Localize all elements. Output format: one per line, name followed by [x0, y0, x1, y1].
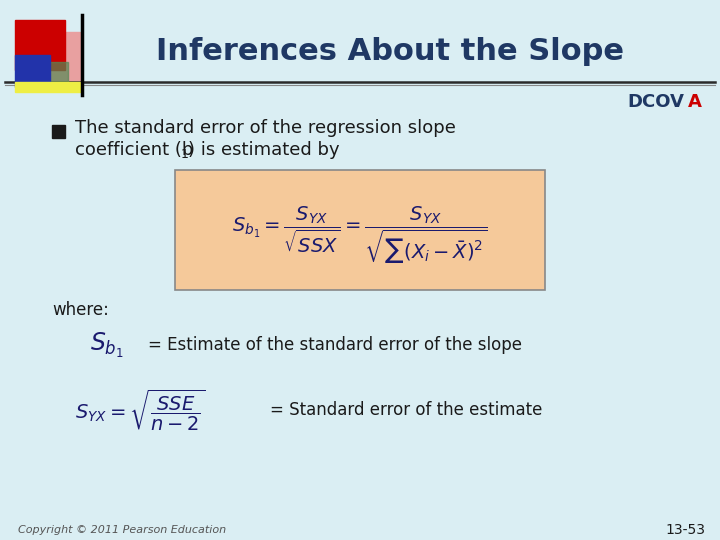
Bar: [38, 32, 80, 82]
Text: = Standard error of the estimate: = Standard error of the estimate: [270, 401, 542, 419]
Text: 13-53: 13-53: [665, 523, 705, 537]
Bar: [52, 125, 65, 138]
Text: Copyright © 2011 Pearson Education: Copyright © 2011 Pearson Education: [18, 525, 226, 535]
Text: DCOV: DCOV: [627, 93, 684, 111]
FancyBboxPatch shape: [175, 170, 545, 290]
Text: $S_{b_1}$: $S_{b_1}$: [90, 330, 124, 360]
Text: $S_{b_1} = \dfrac{S_{YX}}{\sqrt{SSX}} = \dfrac{S_{YX}}{\sqrt{\sum(X_i - \bar{X}): $S_{b_1} = \dfrac{S_{YX}}{\sqrt{SSX}} = …: [232, 204, 488, 266]
Text: $S_{YX} = \sqrt{\dfrac{SSE}{n-2}}$: $S_{YX} = \sqrt{\dfrac{SSE}{n-2}}$: [75, 387, 206, 433]
Bar: [15, 82, 80, 92]
Text: where:: where:: [52, 301, 109, 319]
Text: Inferences About the Slope: Inferences About the Slope: [156, 37, 624, 66]
Text: = Estimate of the standard error of the slope: = Estimate of the standard error of the …: [148, 336, 522, 354]
Text: coefficient (b: coefficient (b: [75, 141, 194, 159]
Text: A: A: [688, 93, 702, 111]
Text: ) is estimated by: ) is estimated by: [188, 141, 340, 159]
Text: 1: 1: [181, 148, 189, 161]
Bar: [38, 62, 68, 90]
Text: The standard error of the regression slope: The standard error of the regression slo…: [75, 119, 456, 137]
Bar: [15, 55, 50, 87]
Bar: [15, 20, 65, 70]
